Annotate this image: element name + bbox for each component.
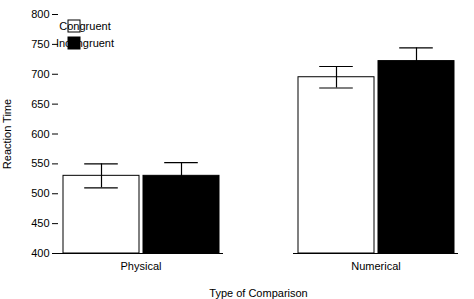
svg-text:Congruent: Congruent bbox=[59, 20, 110, 32]
svg-text:Numerical: Numerical bbox=[351, 260, 401, 272]
svg-text:750: 750 bbox=[31, 38, 49, 50]
svg-text:500: 500 bbox=[31, 187, 49, 199]
svg-text:600: 600 bbox=[31, 128, 49, 140]
svg-text:450: 450 bbox=[31, 217, 49, 229]
svg-text:Type of Comparison: Type of Comparison bbox=[209, 287, 307, 299]
svg-text:700: 700 bbox=[31, 68, 49, 80]
svg-text:Reaction Time: Reaction Time bbox=[1, 99, 13, 169]
svg-text:550: 550 bbox=[31, 157, 49, 169]
svg-text:Incongruent: Incongruent bbox=[56, 37, 114, 49]
svg-text:Physical: Physical bbox=[121, 260, 162, 272]
svg-text:800: 800 bbox=[31, 8, 49, 20]
svg-text:650: 650 bbox=[31, 98, 49, 110]
svg-text:400: 400 bbox=[31, 247, 49, 259]
